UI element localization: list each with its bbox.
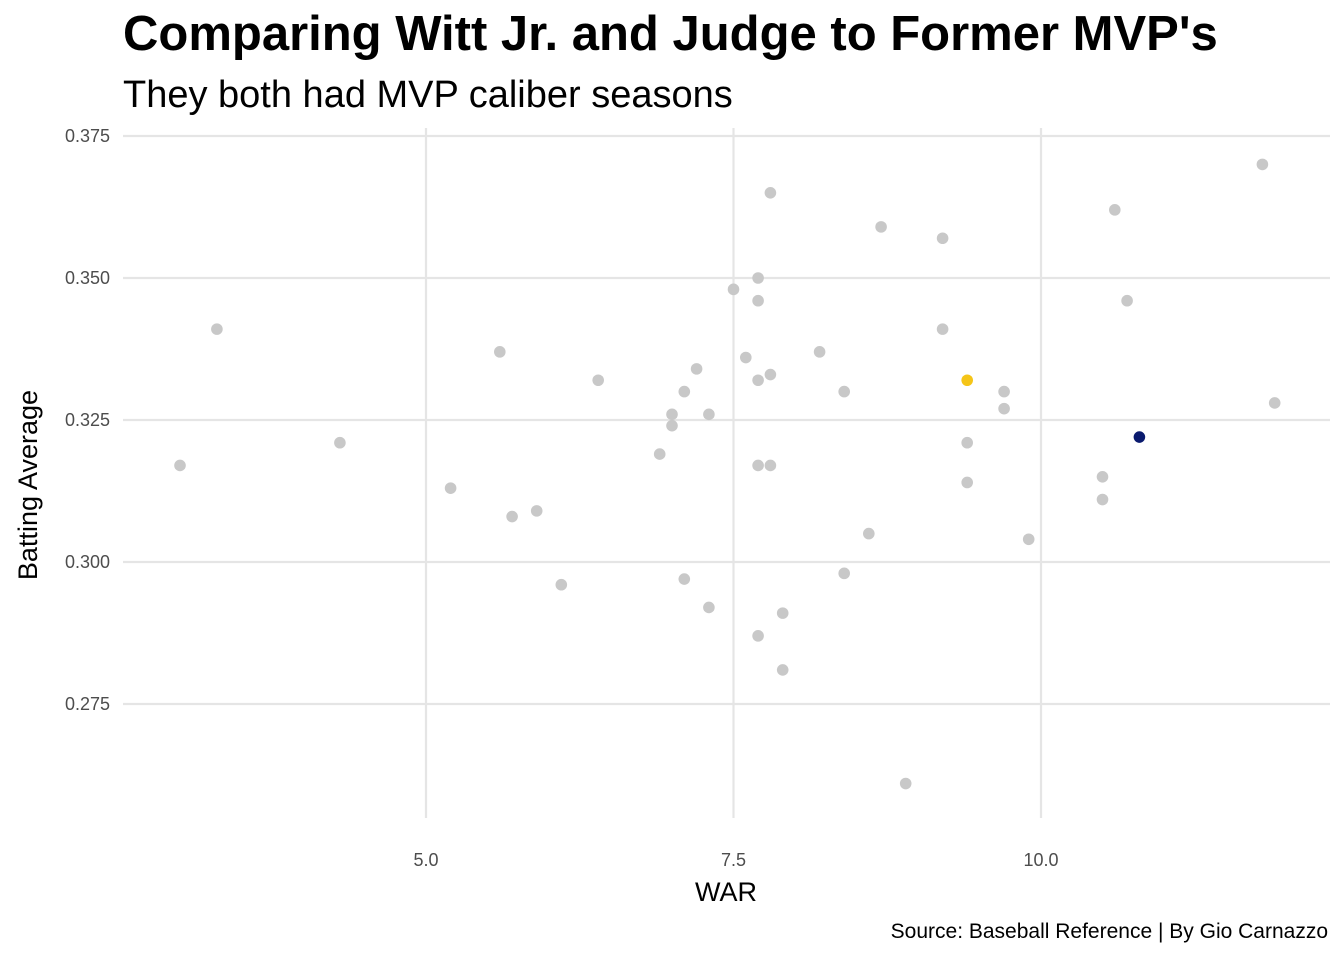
y-tick-label: 0.375 [65, 126, 110, 146]
data-point [740, 351, 752, 364]
data-point [678, 573, 691, 585]
data-point [678, 385, 691, 398]
data-point [666, 419, 678, 432]
data-point [506, 510, 518, 523]
data-point [211, 323, 223, 335]
data-point [752, 630, 764, 642]
data-point [444, 482, 457, 494]
data-point [998, 402, 1010, 415]
data-point-highlight-navy [1133, 431, 1146, 443]
data-point [703, 408, 715, 421]
x-tick-label: 5.0 [413, 850, 438, 870]
data-point [555, 578, 568, 591]
chart-subtitle: They both had MVP caliber seasons [123, 74, 733, 116]
y-tick-label: 0.325 [65, 410, 110, 430]
grid-lines [123, 128, 1330, 818]
tick-labels: 0.275 0.300 0.325 0.350 0.375 5.0 7.5 10.0 [65, 126, 1059, 870]
data-point [690, 363, 703, 375]
x-axis-title: WAR [695, 877, 757, 907]
data-point [764, 187, 777, 199]
data-point [653, 448, 666, 460]
data-point [936, 323, 949, 335]
data-point [875, 221, 887, 233]
y-tick-label: 0.275 [65, 694, 110, 714]
data-point [727, 283, 740, 296]
data-point [1268, 397, 1281, 409]
data-point [813, 346, 826, 358]
chart-caption: Source: Baseball Reference | By Gio Carn… [890, 920, 1328, 943]
chart-title: Comparing Witt Jr. and Judge to Former M… [123, 7, 1218, 61]
data-point [1022, 533, 1035, 546]
data-point [530, 505, 543, 517]
data-point [776, 607, 789, 619]
data-point [592, 374, 604, 387]
data-point [1121, 294, 1133, 307]
data-point [863, 527, 875, 540]
data-point [764, 459, 777, 472]
x-tick-label: 7.5 [721, 850, 746, 870]
y-axis-title: Batting Average [13, 390, 43, 580]
y-tick-label: 0.350 [65, 268, 110, 288]
data-point [752, 272, 764, 284]
data-point [936, 232, 949, 245]
data-point [494, 346, 506, 358]
data-point [703, 601, 715, 614]
data-point-highlight-gold [961, 374, 973, 387]
data-point [1109, 204, 1121, 216]
data-point [838, 567, 850, 580]
data-point [899, 777, 912, 790]
data-point [1096, 471, 1109, 483]
data-point [334, 436, 346, 449]
data-point [174, 459, 186, 472]
data-point [752, 374, 764, 387]
data-points [174, 158, 1281, 790]
data-point [764, 368, 777, 381]
data-point [752, 459, 764, 472]
data-point [1256, 158, 1269, 171]
data-point [961, 476, 973, 489]
data-point [1096, 493, 1109, 506]
data-point [666, 408, 678, 421]
y-tick-label: 0.300 [65, 552, 110, 572]
x-tick-label: 10.0 [1023, 850, 1058, 870]
data-point [838, 385, 850, 398]
data-point [776, 664, 789, 676]
data-point [752, 294, 764, 307]
data-point [961, 436, 973, 449]
data-point [998, 385, 1010, 398]
